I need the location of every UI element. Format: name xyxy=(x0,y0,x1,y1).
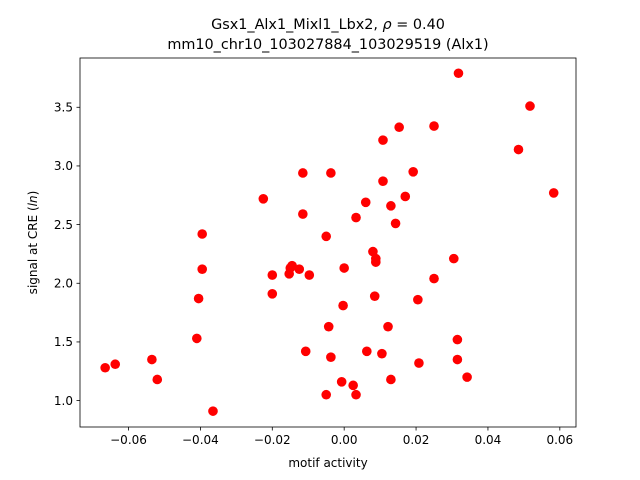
data-point xyxy=(377,348,387,359)
y-tick-label: 1.0 xyxy=(54,394,73,408)
data-point xyxy=(298,168,308,178)
x-tick-label: −0.04 xyxy=(182,433,219,447)
data-point xyxy=(462,372,472,382)
data-point xyxy=(326,168,336,178)
data-point xyxy=(448,253,459,264)
data-point xyxy=(351,212,361,223)
y-tick-label: 1.5 xyxy=(54,335,73,349)
x-axis-label: motif activity xyxy=(288,456,367,470)
data-point xyxy=(362,346,372,357)
data-point xyxy=(383,321,393,332)
data-point xyxy=(429,121,439,131)
data-point xyxy=(300,346,311,357)
x-tick-label: −0.02 xyxy=(254,433,291,447)
x-tick-label: 0.02 xyxy=(403,433,430,447)
data-point xyxy=(414,358,424,368)
data-point xyxy=(304,270,315,280)
x-tick-label: 0.04 xyxy=(475,433,502,447)
data-point xyxy=(321,389,332,400)
data-point xyxy=(378,176,388,186)
data-point xyxy=(452,354,463,365)
data-point xyxy=(326,352,336,362)
data-point xyxy=(152,374,163,385)
data-point xyxy=(348,380,358,391)
data-point xyxy=(193,293,204,304)
data-point xyxy=(100,362,110,373)
data-point xyxy=(429,273,439,284)
data-point xyxy=(294,264,305,274)
data-point xyxy=(339,263,349,273)
data-point xyxy=(390,218,401,229)
chart-title-line2: mm10_chr10_103027884_103029519 (Alx1) xyxy=(167,37,488,53)
data-point xyxy=(336,377,347,387)
data-point xyxy=(110,359,121,370)
data-point xyxy=(360,197,371,208)
data-point xyxy=(208,406,218,416)
data-point xyxy=(323,321,334,332)
data-point xyxy=(371,257,381,267)
y-tick-label: 3.0 xyxy=(54,159,73,173)
data-point xyxy=(147,354,157,365)
data-points xyxy=(100,68,559,416)
data-point xyxy=(452,334,463,345)
data-point xyxy=(386,374,396,385)
plot-frame xyxy=(79,57,577,428)
data-point xyxy=(386,201,396,211)
y-tick-label: 3.5 xyxy=(54,101,73,115)
data-point xyxy=(192,333,202,344)
data-point xyxy=(413,294,423,305)
data-point xyxy=(298,209,308,219)
x-tick-label: −0.06 xyxy=(110,433,147,447)
data-point xyxy=(394,122,404,133)
y-axis-label: signal at CRE (ln) xyxy=(26,191,40,295)
x-axis-ticks: −0.06 −0.04 −0.02 0.00 0.02 0.04 0.06 xyxy=(110,427,573,447)
data-point xyxy=(267,270,278,280)
data-point xyxy=(197,229,208,239)
data-point xyxy=(321,231,332,242)
chart-title-line1: Gsx1_Alx1_Mixl1_Lbx2, ρ = 0.40 xyxy=(211,17,445,33)
data-point xyxy=(400,191,411,202)
data-point xyxy=(513,144,524,155)
data-point xyxy=(378,135,388,145)
x-tick-label: 0.06 xyxy=(546,433,573,447)
data-point xyxy=(197,264,208,274)
data-point xyxy=(369,291,380,301)
data-point xyxy=(351,389,361,400)
data-point xyxy=(258,193,269,204)
y-tick-label: 2.5 xyxy=(54,218,73,232)
x-tick-label: 0.00 xyxy=(331,433,358,447)
data-point xyxy=(525,101,535,111)
y-axis-ticks: 1.0 1.5 2.0 2.5 3.0 3.5 xyxy=(54,101,80,408)
data-point xyxy=(267,289,278,299)
data-point xyxy=(408,167,418,177)
data-point xyxy=(453,68,464,79)
y-tick-label: 2.0 xyxy=(54,277,73,291)
data-point xyxy=(548,188,559,198)
data-point xyxy=(287,260,297,271)
data-point xyxy=(338,300,348,311)
